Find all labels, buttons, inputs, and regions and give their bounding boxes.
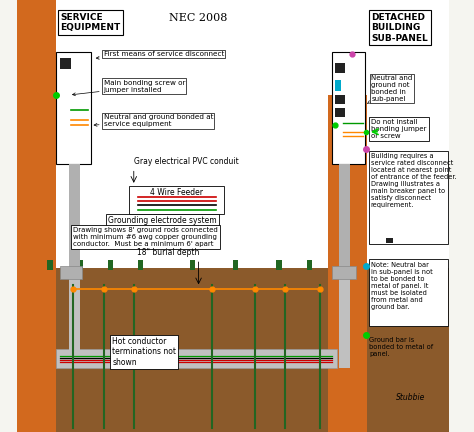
- Bar: [386, 238, 393, 243]
- Text: Note: Neutral bar
in sub-panel is not
to be bonded to
metal of panel. It
must be: Note: Neutral bar in sub-panel is not to…: [371, 262, 432, 310]
- Bar: [69, 277, 80, 368]
- Text: Hot conductor
terminations not
shown: Hot conductor terminations not shown: [112, 337, 176, 367]
- Bar: [78, 260, 83, 270]
- Bar: [108, 260, 113, 270]
- Bar: [328, 95, 367, 432]
- Bar: [335, 108, 346, 117]
- Bar: [233, 260, 238, 270]
- Bar: [332, 52, 365, 164]
- Bar: [332, 266, 356, 279]
- Text: 18" burial depth: 18" burial depth: [137, 248, 200, 257]
- Bar: [335, 95, 346, 104]
- Bar: [17, 268, 449, 432]
- Text: SERVICE
EQUIPMENT: SERVICE EQUIPMENT: [60, 13, 120, 32]
- Text: Grounding electrode system: Grounding electrode system: [108, 216, 217, 225]
- Text: Neutral and
ground not
bonded in
sub-panel: Neutral and ground not bonded in sub-pan…: [367, 75, 413, 104]
- Bar: [129, 186, 225, 214]
- Bar: [56, 52, 91, 164]
- Bar: [335, 80, 341, 91]
- Text: Gray electrical PVC conduit: Gray electrical PVC conduit: [134, 157, 238, 166]
- Text: Do not install
bonding jumper
or screw: Do not install bonding jumper or screw: [371, 119, 427, 139]
- Bar: [60, 58, 71, 69]
- Bar: [56, 349, 337, 368]
- Bar: [339, 164, 350, 268]
- Bar: [276, 260, 282, 270]
- Text: First means of service disconnect: First means of service disconnect: [96, 51, 224, 59]
- Text: DETACHED
BUILDING
SUB-PANEL: DETACHED BUILDING SUB-PANEL: [371, 13, 428, 43]
- Text: Neutral and ground bonded at
service equipment: Neutral and ground bonded at service equ…: [94, 114, 213, 127]
- Bar: [369, 259, 448, 326]
- Text: Building requires a
service rated disconnect
located at nearest point
of entranc: Building requires a service rated discon…: [371, 153, 456, 208]
- Bar: [190, 260, 195, 270]
- Text: Ground bar is
bonded to metal of
panel.: Ground bar is bonded to metal of panel.: [369, 337, 433, 357]
- Bar: [339, 277, 350, 368]
- Bar: [17, 0, 449, 268]
- Bar: [369, 151, 448, 244]
- Bar: [60, 266, 82, 279]
- Bar: [47, 260, 53, 270]
- Bar: [335, 63, 346, 73]
- Bar: [307, 260, 312, 270]
- Text: Main bonding screw or
jumper installed: Main bonding screw or jumper installed: [73, 80, 185, 96]
- Text: Stubbie: Stubbie: [396, 393, 426, 402]
- Bar: [69, 164, 80, 268]
- Text: 4 Wire Feeder: 4 Wire Feeder: [150, 188, 203, 197]
- Bar: [17, 0, 56, 432]
- Bar: [138, 260, 143, 270]
- Text: Drawing shows 8' ground rods connected
with minimum #6 awg copper grounding
cond: Drawing shows 8' ground rods connected w…: [73, 227, 218, 247]
- Text: NEC 2008: NEC 2008: [169, 13, 228, 23]
